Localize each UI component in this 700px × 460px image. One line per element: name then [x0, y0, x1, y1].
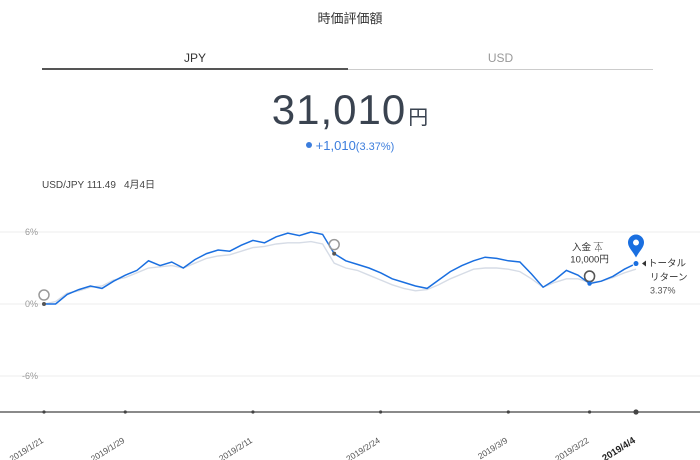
x-tick-label: 2019/1/21 [8, 435, 46, 460]
total-return-value: 3.37% [650, 286, 676, 296]
dot-icon [305, 142, 312, 148]
fx-rate-info: USD/JPY 111.49 4月4日 [42, 176, 163, 191]
x-tick-label: 2019/3/9 [476, 435, 510, 460]
deposit-marker-icon[interactable] [583, 270, 596, 283]
pin-hole [633, 239, 639, 246]
y-tick-label: 0% [25, 299, 38, 309]
x-tick-dot [251, 410, 255, 414]
x-tick-label: 2019/4/4 [600, 435, 638, 460]
benchmark-series-line [43, 240, 637, 305]
marker-dot [632, 260, 640, 268]
fx-date: 4月4日 [123, 180, 156, 191]
balance-amount: 31,010 [271, 86, 407, 133]
change-percent: (3.37%) [355, 141, 395, 153]
start-marker-icon[interactable] [38, 289, 50, 301]
deposit-label: 入金 ⏄ [572, 242, 604, 254]
marker-dot [332, 251, 337, 256]
change-value: +1,010 [315, 138, 356, 153]
tab-usd[interactable]: USD [348, 48, 653, 70]
x-tick-dot [42, 410, 46, 414]
marker-dot [42, 302, 46, 306]
page-title: 時価評価額 [317, 11, 383, 26]
x-tick-dot [379, 410, 383, 414]
x-tick-dot [633, 409, 639, 415]
y-tick-label: -6% [22, 371, 38, 381]
x-tick-label: 2019/1/29 [89, 435, 127, 460]
x-tick-dot [587, 410, 592, 414]
currency-tabs: JPY USD [42, 48, 653, 70]
x-tick-dot [123, 410, 127, 414]
change-display: +1,010(3.37%) [0, 138, 700, 153]
marker-dot [587, 281, 592, 286]
pointer-triangle-icon [642, 260, 646, 267]
x-tick-label: 2019/2/11 [217, 435, 254, 460]
fx-pair-rate: USD/JPY 111.49 [42, 180, 116, 191]
portfolio-series-line [44, 231, 637, 305]
x-tick-label: 2019/2/24 [344, 435, 382, 460]
x-tick-dot [506, 410, 510, 414]
x-tick-label: 2019/3/22 [553, 435, 591, 460]
tab-jpy[interactable]: JPY [42, 48, 348, 70]
event-marker-icon[interactable] [328, 238, 340, 251]
deposit-amount: 10,000円 [570, 255, 609, 266]
balance-unit: 円 [408, 107, 429, 129]
total-return-label-line2: リターン [650, 273, 688, 284]
total-return-pin-icon[interactable] [628, 234, 644, 258]
total-return-label-line1: トータル [648, 259, 687, 270]
balance-display: 31,010 円 [0, 86, 700, 134]
y-tick-label: 6% [25, 227, 38, 237]
